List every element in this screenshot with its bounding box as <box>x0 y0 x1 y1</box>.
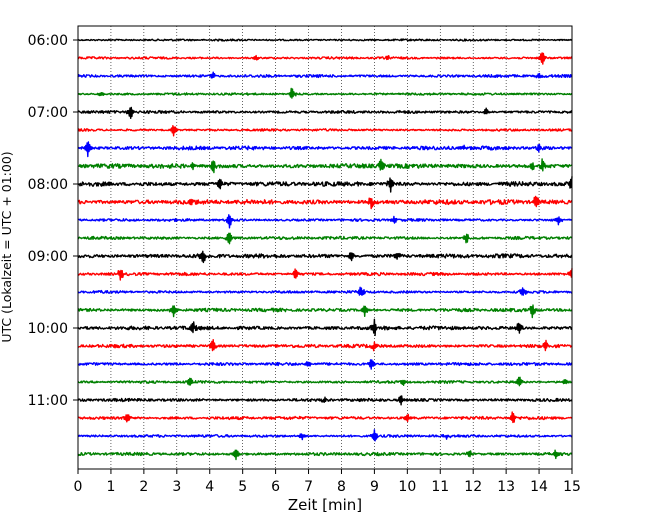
seismogram-trace <box>77 176 573 193</box>
seismogram-trace <box>77 429 573 442</box>
y-tick-label: 09:00 <box>28 249 68 265</box>
seismogram-trace <box>77 304 573 319</box>
y-tick-label: 10:00 <box>28 321 68 337</box>
y-tick-label: 11:00 <box>28 393 68 409</box>
x-tick-label: 6 <box>271 479 280 495</box>
x-tick-label: 7 <box>304 479 313 495</box>
seismogram-trace <box>77 232 573 245</box>
y-tick-label: 07:00 <box>28 105 68 121</box>
seismogram-trace <box>77 158 572 174</box>
x-tick-label: 5 <box>238 479 247 495</box>
x-tick-label: 11 <box>431 479 449 495</box>
x-tick-label: 15 <box>563 479 581 495</box>
x-tick-label: 14 <box>530 479 548 495</box>
seismogram-trace <box>77 87 573 99</box>
seismogram-trace <box>77 106 572 120</box>
seismogram-trace <box>77 286 573 296</box>
x-axis-label: Zeit [min] <box>288 496 362 514</box>
seismogram-trace <box>77 449 573 461</box>
seismogram-trace <box>77 411 573 424</box>
x-tick-label: 10 <box>398 479 416 495</box>
seismogram-trace <box>77 395 573 406</box>
seismogram-trace <box>77 268 573 281</box>
y-axis-ticks: 06:00 07:00 08:00 09:00 10:00 11:00 <box>28 33 78 409</box>
seismogram-trace <box>77 359 573 370</box>
plot-frame <box>77 25 573 470</box>
x-tick-label: 0 <box>74 479 83 495</box>
x-tick-label: 1 <box>106 479 115 495</box>
x-tick-label: 9 <box>370 479 379 495</box>
y-tick-label: 06:00 <box>28 33 68 49</box>
x-tick-label: 3 <box>172 479 181 495</box>
x-tick-label: 12 <box>464 479 482 495</box>
seismogram-trace <box>77 318 573 337</box>
seismogram-trace <box>77 124 573 137</box>
x-tick-label: 8 <box>337 479 346 495</box>
seismogram-trace <box>77 71 573 79</box>
seismogram-trace <box>77 376 573 387</box>
seismogram-trace <box>77 339 573 352</box>
x-tick-label: 13 <box>497 479 515 495</box>
x-tick-label: 4 <box>205 479 214 495</box>
grid-lines <box>110 26 540 469</box>
seismogram-trace <box>77 250 573 264</box>
y-axis-label: UTC (Lokalzeit = UTC + 01:00) <box>0 151 14 342</box>
y-tick-label: 08:00 <box>28 177 68 193</box>
x-axis-ticks: 0 1 2 3 4 5 6 7 8 9 10 11 12 13 14 15 <box>74 469 581 495</box>
seismogram-trace <box>77 52 573 65</box>
traces <box>77 38 573 461</box>
x-tick-label: 2 <box>139 479 148 495</box>
seismogram-trace <box>77 141 573 158</box>
seismogram-trace <box>77 195 573 210</box>
seismogram-trace <box>77 214 572 229</box>
seismogram-trace <box>77 38 573 42</box>
